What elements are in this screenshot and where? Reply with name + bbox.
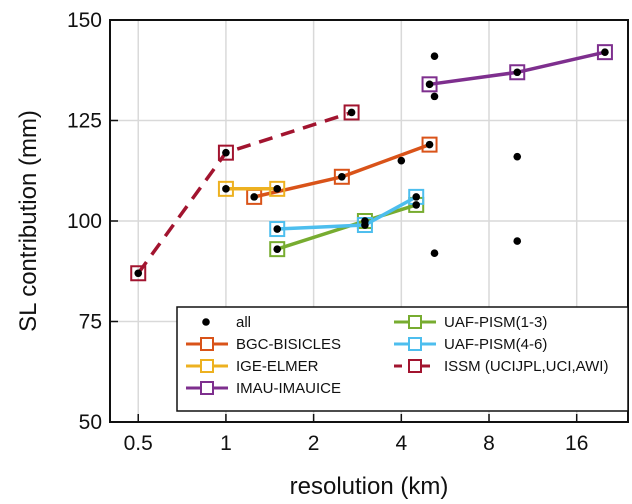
legend-label: all [236,314,251,331]
all-data-point [513,68,522,77]
all-data-point [361,221,369,229]
legend-symbol [202,318,210,326]
all-data-point [430,249,439,257]
all-data-point [250,193,258,201]
legend-label: UAF-PISM(1-3) [444,314,547,331]
legend-label: BGC-BISICLES [236,336,341,353]
series-marker [596,44,613,61]
all-data-point [425,140,434,149]
series-marker [217,144,234,161]
all-data-point [273,185,282,193]
x-tick-label: 2 [308,432,320,455]
y-tick-label: 75 [79,311,102,334]
y-tick-label: 125 [67,110,102,133]
x-tick-label: 1 [220,432,232,455]
all-data-point [412,201,421,209]
y-tick-label: 100 [67,210,102,233]
x-tick-label: 8 [483,432,495,455]
all-data-point [397,156,406,165]
series-marker [269,180,286,197]
legend-box [176,306,629,412]
series-marker [421,136,438,153]
all-data-point [273,225,282,233]
all-data-point [513,237,522,245]
series-marker [269,241,286,258]
all-data-point [347,108,356,117]
all-data-point [338,172,346,181]
all-data-point [601,48,609,56]
legend-marker [200,381,214,395]
x-axis: 0.5 1 2 4 8 16 [124,414,588,455]
series-marker [333,168,350,185]
all-data-point [222,185,230,193]
series-marker [269,221,286,238]
legend-marker [408,359,422,373]
x-axis-label: resolution (km) [290,473,449,500]
legend-label: ISSM (UCIJPL,UCI,AWI) [444,358,608,375]
all-data-point [513,152,522,161]
all-data-point [425,80,434,89]
y-axis: 50 75 100 125 150 [67,9,118,434]
legend: all BGC-BISICLES IGE-ELMER IMAU-IMAUICE UAF-… [176,306,629,412]
series-marker [130,265,147,282]
all-data-point [412,193,421,201]
legend-marker [408,337,422,351]
y-tick-label: 150 [67,9,102,32]
x-tick-label: 4 [395,432,407,455]
all-data-point [273,245,282,253]
legend-marker [200,359,214,373]
x-tick-label: 0.5 [124,432,153,455]
legend-marker [408,315,422,329]
y-axis-label: SL contribution (mm) [15,110,42,332]
series-marker [421,76,438,93]
legend-label: UAF-PISM(4-6) [444,336,547,353]
legend-marker [200,337,214,351]
all-data-point [430,52,439,60]
series-line [136,110,353,275]
series-marker [217,180,234,197]
all-data-point [134,269,143,278]
legend-label: IMAU-IMAUICE [236,380,341,397]
all-data-point [222,148,230,157]
all-data-point [430,92,439,101]
x-tick-label: 16 [565,432,588,455]
series-marker [343,104,360,121]
legend-label: IGE-ELMER [236,358,319,375]
series-marker [509,64,526,81]
plot-area [130,44,613,282]
y-tick-label: 50 [79,411,102,434]
